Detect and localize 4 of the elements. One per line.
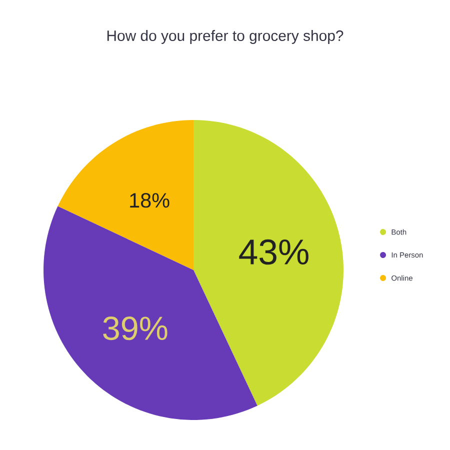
- chart-title: How do you prefer to grocery shop?: [107, 30, 344, 44]
- data-label: 39%: [103, 316, 168, 340]
- data-label: 18%: [130, 193, 170, 208]
- data-label: 43%: [239, 239, 308, 265]
